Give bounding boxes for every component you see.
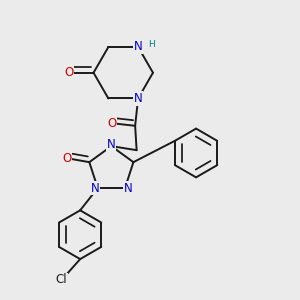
Text: O: O	[62, 152, 72, 165]
Text: H: H	[148, 40, 155, 50]
Text: O: O	[107, 117, 116, 130]
Text: N: N	[107, 138, 116, 151]
Text: O: O	[64, 66, 73, 79]
Text: Cl: Cl	[56, 273, 67, 286]
Text: N: N	[134, 92, 142, 105]
Text: N: N	[134, 40, 142, 53]
Text: N: N	[91, 182, 100, 195]
Text: N: N	[124, 182, 133, 195]
